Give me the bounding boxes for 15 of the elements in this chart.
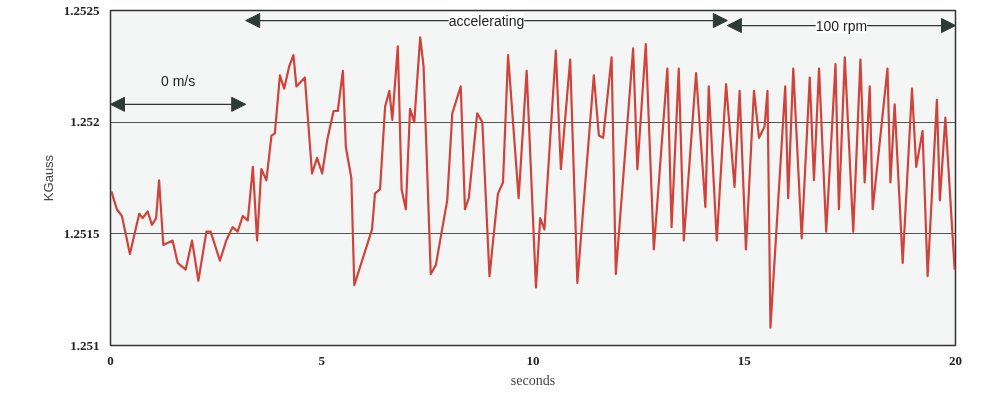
y-tick-label: 1.2525 [63,2,100,18]
x-tick-label: 0 [107,352,114,368]
x-tick-label: 10 [526,352,540,368]
x-tick-label: 20 [949,352,962,368]
band-label: accelerating [448,12,525,29]
band-label: 100 rpm [815,17,868,34]
y-axis-title: KGauss [40,154,56,202]
y-tick-label: 1.251 [70,337,100,353]
line-series [110,36,956,329]
band-label: 0 m/s [160,73,196,90]
y-tick-label: 1.2515 [63,225,100,241]
x-tick-label: 5 [318,352,326,368]
y-tick-label: 1.252 [70,114,100,130]
x-axis-title: seconds [510,372,556,388]
x-tick-label: 15 [737,352,752,368]
